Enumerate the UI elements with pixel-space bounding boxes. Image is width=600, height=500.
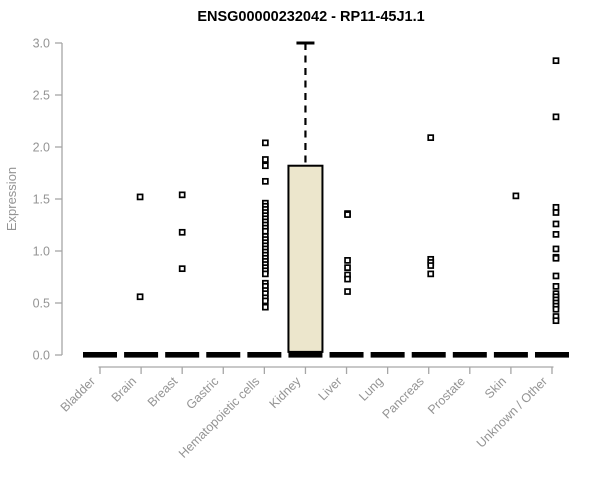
- median-bar: [165, 352, 200, 358]
- y-axis-tick-label: 0.5: [33, 297, 50, 311]
- median-bar: [493, 352, 528, 358]
- data-point: [552, 283, 560, 290]
- chart-title: ENSG00000232042 - RP11-45J1.1: [197, 9, 424, 25]
- median-bar: [411, 352, 446, 358]
- data-point: [344, 264, 351, 271]
- data-point: [262, 156, 269, 163]
- data-point: [178, 191, 186, 199]
- median-bar: [534, 352, 569, 358]
- box: [287, 164, 324, 353]
- data-point: [552, 317, 560, 325]
- x-axis-category-label: Hematopoietic cells: [176, 374, 263, 461]
- y-axis-tick-label: 3.0: [33, 37, 50, 51]
- median-bar: [329, 352, 364, 358]
- data-point: [552, 203, 560, 211]
- x-axis-category-label: Lung: [356, 374, 386, 404]
- median-bar: [206, 352, 241, 358]
- plot-content: [83, 41, 569, 358]
- x-axis-category-label: Brain: [109, 374, 140, 405]
- data-point: [427, 134, 435, 141]
- y-axis-tick-label: 2.5: [33, 89, 50, 103]
- data-point: [262, 177, 269, 185]
- x-axis-category-label: Unknown / Other: [474, 374, 550, 450]
- data-point: [427, 262, 435, 269]
- data-point: [552, 305, 560, 313]
- x-axis-category-label: Skin: [482, 374, 509, 401]
- data-point: [262, 297, 269, 305]
- data-point: [552, 231, 560, 238]
- median-bar: [83, 352, 117, 358]
- data-point: [552, 57, 560, 65]
- x-axis-category-label: Pancreas: [380, 374, 427, 421]
- data-point: [552, 245, 560, 253]
- data-point: [136, 293, 144, 301]
- data-point: [178, 228, 186, 236]
- y-axis-title: Expression: [4, 167, 19, 231]
- data-point: [344, 257, 351, 264]
- data-point: [552, 220, 560, 228]
- x-axis-category-label: Bladder: [58, 374, 98, 414]
- median-bar: [247, 352, 282, 358]
- x-axis-category-label: Prostate: [425, 374, 468, 417]
- data-point: [552, 113, 560, 121]
- data-point: [552, 272, 560, 280]
- data-point: [552, 209, 560, 216]
- median-bar: [452, 352, 487, 358]
- data-point: [262, 162, 269, 170]
- data-point: [136, 193, 144, 201]
- data-point: [427, 270, 435, 278]
- data-point: [344, 288, 351, 295]
- data-point: [262, 139, 269, 147]
- y-axis-tick-label: 1.5: [33, 193, 50, 207]
- data-point: [344, 211, 351, 218]
- x-axis-category-label: Gastric: [183, 374, 221, 412]
- x-axis-category-label: Kidney: [267, 374, 304, 411]
- median-bar: [124, 352, 159, 358]
- y-axis-tick-label: 0.0: [33, 349, 50, 363]
- data-point: [178, 265, 186, 273]
- x-axis-category-label: Breast: [145, 374, 181, 410]
- median-bar: [288, 352, 323, 358]
- data-point: [262, 303, 269, 311]
- y-axis-tick-label: 1.0: [33, 245, 50, 259]
- data-point: [344, 275, 351, 283]
- data-point: [262, 227, 269, 235]
- x-axis-category-label: Liver: [316, 374, 345, 403]
- data-point: [512, 192, 520, 200]
- data-point: [552, 254, 560, 262]
- median-bar: [370, 352, 405, 358]
- data-point: [262, 270, 269, 278]
- y-axis-tick-label: 2.0: [33, 141, 50, 155]
